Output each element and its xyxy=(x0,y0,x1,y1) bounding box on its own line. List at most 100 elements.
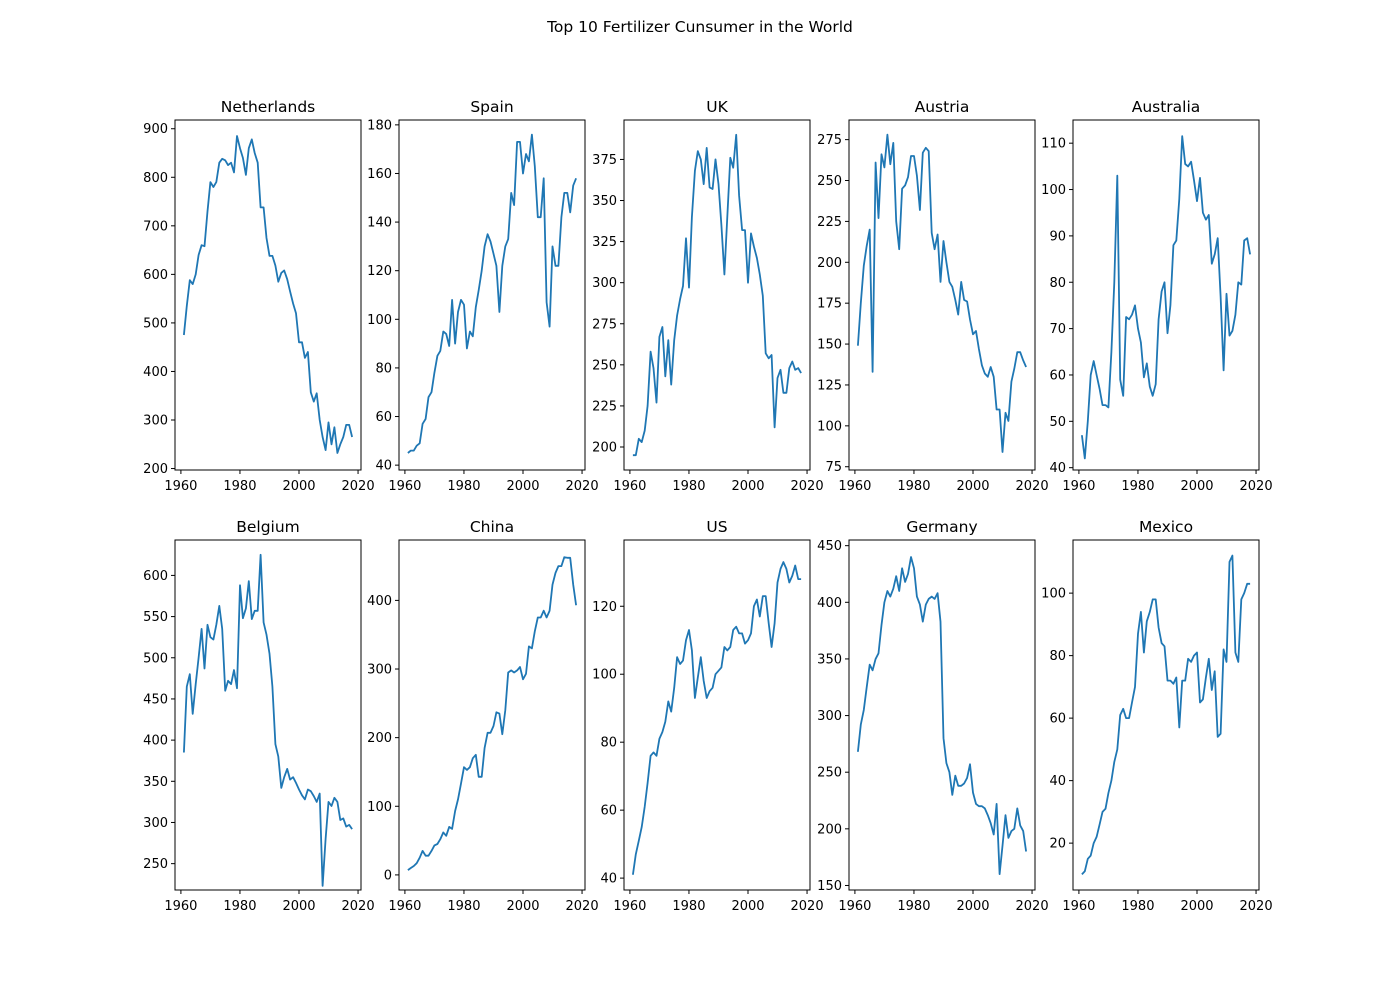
panel-spain: Spain 40 60 80 100 120 140 160 180 1960 1980 2000 20… xyxy=(367,98,598,494)
x-tick-label-austria: 1960 xyxy=(838,479,871,494)
y-tick-label-uk: 200 xyxy=(592,440,617,455)
panel-china: China 0 100 200 300 400 1960 1980 2000 2020 xyxy=(367,518,598,914)
x-tick-label-austria: 1980 xyxy=(897,479,930,494)
series-line-spain xyxy=(407,133,577,454)
x-tick-label-uk: 2000 xyxy=(731,479,764,494)
axes-frame-netherlands xyxy=(174,119,362,471)
y-tick-label-germany: 300 xyxy=(817,709,842,724)
x-tick-label-us: 1960 xyxy=(613,899,646,914)
x-tick-label-belgium: 2000 xyxy=(282,899,315,914)
x-tick-label-china: 2020 xyxy=(566,899,599,914)
panel-mexico: Mexico 20 40 60 80 100 1960 1980 2000 2020 xyxy=(1041,518,1272,914)
y-tick-label-belgium: 250 xyxy=(143,857,168,872)
x-tick-label-belgium: 1980 xyxy=(223,899,256,914)
x-tick-label-austria: 2020 xyxy=(1016,479,1049,494)
series-line-china xyxy=(407,556,577,871)
y-tick-label-spain: 140 xyxy=(367,216,392,231)
y-tick-label-china: 200 xyxy=(367,731,392,746)
panel-australia: Australia 40 50 60 70 80 90 100 110 1960 1980 2000 2… xyxy=(1041,98,1272,494)
x-tick-label-netherlands: 2020 xyxy=(342,479,375,494)
y-tick-label-us: 80 xyxy=(600,736,617,751)
y-tick-label-germany: 400 xyxy=(817,596,842,611)
y-tick-label-us: 60 xyxy=(600,804,617,819)
y-tick-label-australia: 50 xyxy=(1049,415,1066,430)
y-tick-label-uk: 300 xyxy=(592,276,617,291)
y-tick-label-netherlands: 400 xyxy=(143,365,168,380)
y-tick-label-australia: 90 xyxy=(1049,229,1066,244)
x-tick-label-spain: 1980 xyxy=(447,479,480,494)
y-tick-label-uk: 225 xyxy=(592,399,617,414)
y-tick-label-us: 100 xyxy=(592,668,617,683)
axes-frame-mexico xyxy=(1072,539,1260,891)
y-tick-label-uk: 375 xyxy=(592,153,617,168)
axes-frame-spain xyxy=(398,119,586,471)
x-tick-label-uk: 2020 xyxy=(791,479,824,494)
y-tick-label-uk: 350 xyxy=(592,194,617,209)
y-tick-label-netherlands: 600 xyxy=(143,268,168,283)
y-tick-label-belgium: 550 xyxy=(143,610,168,625)
panel-us: US 40 60 80 100 120 1960 1980 2000 2020 xyxy=(592,518,823,914)
y-tick-label-germany: 200 xyxy=(817,822,842,837)
panel-title-austria: Austria xyxy=(915,98,970,116)
y-tick-label-mexico: 80 xyxy=(1049,649,1066,664)
y-tick-label-australia: 40 xyxy=(1049,461,1066,476)
panel-title-belgium: Belgium xyxy=(236,518,300,536)
y-tick-label-mexico: 60 xyxy=(1049,712,1066,727)
y-tick-label-austria: 175 xyxy=(817,297,842,312)
y-tick-label-spain: 160 xyxy=(367,167,392,182)
y-tick-label-australia: 60 xyxy=(1049,368,1066,383)
x-tick-label-belgium: 2020 xyxy=(342,899,375,914)
panel-netherlands: Netherlands 200 300 400 500 600 700 800 900 1960 1… xyxy=(143,98,374,494)
x-tick-label-australia: 2000 xyxy=(1180,479,1213,494)
y-tick-label-spain: 80 xyxy=(375,361,392,376)
panel-uk: UK 200 225 250 275 300 325 350 375 1960 1980 2000 20… xyxy=(592,98,823,494)
y-tick-label-netherlands: 200 xyxy=(143,462,168,477)
series-line-australia xyxy=(1081,135,1251,460)
y-tick-label-belgium: 500 xyxy=(143,651,168,666)
y-tick-label-uk: 250 xyxy=(592,358,617,373)
panel-title-australia: Australia xyxy=(1132,98,1201,116)
x-tick-label-mexico: 2000 xyxy=(1180,899,1213,914)
y-tick-label-belgium: 350 xyxy=(143,775,168,790)
x-tick-label-australia: 2020 xyxy=(1240,479,1273,494)
axes-frame-australia xyxy=(1072,119,1260,471)
series-line-austria xyxy=(857,133,1027,453)
axes-frame-us xyxy=(623,539,811,891)
x-tick-label-netherlands: 1980 xyxy=(223,479,256,494)
y-tick-label-belgium: 600 xyxy=(143,569,168,584)
y-tick-label-netherlands: 900 xyxy=(143,122,168,137)
y-tick-label-spain: 40 xyxy=(375,459,392,474)
y-tick-label-uk: 275 xyxy=(592,317,617,332)
y-tick-label-china: 0 xyxy=(384,868,392,883)
y-tick-label-australia: 80 xyxy=(1049,276,1066,291)
x-tick-label-australia: 1960 xyxy=(1062,479,1095,494)
y-tick-label-china: 100 xyxy=(367,800,392,815)
y-tick-label-australia: 70 xyxy=(1049,322,1066,337)
y-tick-label-mexico: 40 xyxy=(1049,774,1066,789)
y-tick-label-spain: 120 xyxy=(367,264,392,279)
x-tick-label-mexico: 2020 xyxy=(1240,899,1273,914)
y-tick-label-germany: 450 xyxy=(817,539,842,554)
y-tick-label-netherlands: 800 xyxy=(143,171,168,186)
x-tick-label-china: 2000 xyxy=(506,899,539,914)
y-tick-label-belgium: 300 xyxy=(143,816,168,831)
panel-belgium: Belgium 250 300 350 400 450 500 550 600 1960 1980 2… xyxy=(143,518,374,914)
x-tick-label-netherlands: 2000 xyxy=(282,479,315,494)
x-tick-label-mexico: 1980 xyxy=(1121,899,1154,914)
x-tick-label-germany: 2000 xyxy=(956,899,989,914)
series-line-mexico xyxy=(1081,554,1251,876)
x-tick-label-australia: 1980 xyxy=(1121,479,1154,494)
series-line-us xyxy=(632,561,802,875)
x-tick-label-us: 1980 xyxy=(672,899,705,914)
axes-frame-belgium xyxy=(174,539,362,891)
y-tick-label-austria: 275 xyxy=(817,133,842,148)
panel-title-mexico: Mexico xyxy=(1139,518,1193,536)
x-tick-label-uk: 1960 xyxy=(613,479,646,494)
y-tick-label-austria: 100 xyxy=(817,419,842,434)
x-tick-label-china: 1980 xyxy=(447,899,480,914)
x-tick-label-germany: 1980 xyxy=(897,899,930,914)
series-line-uk xyxy=(632,133,802,457)
x-tick-label-belgium: 1960 xyxy=(164,899,197,914)
y-tick-label-mexico: 100 xyxy=(1041,587,1066,602)
